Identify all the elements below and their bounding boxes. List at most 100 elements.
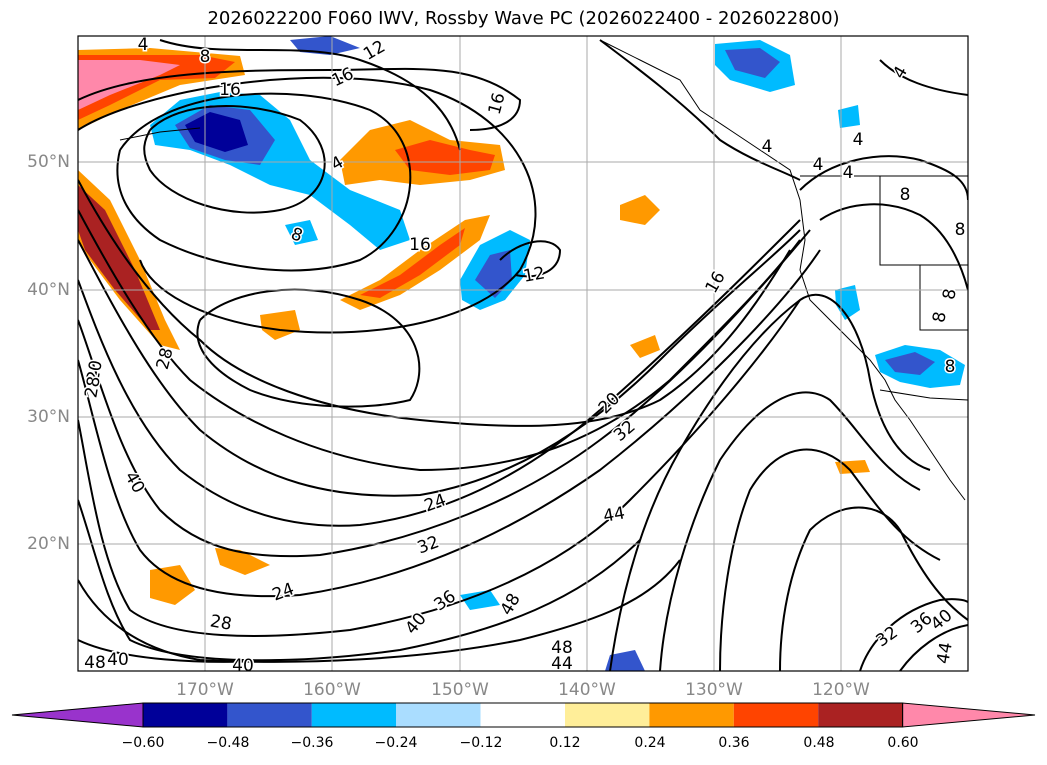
negative-anomaly-region: [838, 105, 860, 128]
colorbar-segment: [396, 703, 481, 727]
lat-label: 50°N: [27, 152, 70, 172]
negative-anomaly-region: [285, 220, 318, 245]
contour-label: 4: [138, 35, 149, 55]
positive-anomaly-region: [215, 548, 270, 575]
contour-line: [599, 39, 801, 181]
colorbar-segment: [733, 703, 819, 727]
contour-line: [899, 624, 968, 671]
colorbar-extend-low: [11, 702, 144, 728]
colorbar-extend-high: [902, 702, 1036, 728]
contour-label: 8: [955, 220, 966, 240]
negative-anomaly-region: [725, 48, 780, 78]
colorbar-tick-label: 0.60: [887, 735, 919, 751]
colorbar-tick-label: 0.12: [549, 735, 581, 751]
contour-line: [659, 391, 921, 671]
positive-anomaly-region: [78, 60, 180, 110]
contour-label: 48: [84, 653, 106, 673]
colorbar-segment: [649, 703, 734, 727]
negative-anomaly-region: [605, 650, 645, 671]
contour-label: 44: [933, 641, 956, 666]
contour-line: [609, 293, 931, 671]
contour-label: 4: [843, 163, 854, 183]
colorbar-segment: [311, 703, 397, 727]
contour-line: [78, 299, 801, 637]
contour-line: [799, 155, 968, 201]
contour-line: [143, 105, 326, 214]
map-title: 2026022200 F060 IWV, Rossby Wave PC (202…: [207, 8, 840, 29]
lon-label: 170°W: [176, 680, 234, 700]
lat-label: 40°N: [27, 280, 70, 300]
colorbar-tick-label: −0.60: [121, 735, 165, 751]
colorbar-segment: [818, 703, 903, 727]
positive-anomaly-region: [78, 185, 160, 330]
contour-label: 40: [107, 650, 129, 670]
contour-label: 16: [409, 235, 431, 255]
contour-line: [78, 229, 801, 497]
colorbar: [11, 702, 1036, 728]
contour-line: [819, 203, 968, 291]
positive-anomaly-region: [260, 310, 300, 340]
contour-line: [859, 598, 968, 671]
contour-label: 8: [900, 185, 911, 205]
contour-line: [78, 229, 811, 558]
contour-line: [78, 179, 791, 427]
contour-label: 16: [219, 80, 241, 100]
contour-label: 8: [929, 310, 951, 324]
map-frame: [77, 35, 969, 672]
contour-line: [779, 506, 968, 671]
lon-label: 120°W: [812, 680, 870, 700]
contour-label: 44: [551, 654, 573, 674]
contour-line: [116, 92, 412, 272]
contour-line: [78, 559, 681, 663]
colorbar-tick-label: −0.24: [374, 735, 418, 751]
contour-label: 40: [232, 656, 254, 676]
contour-label: 4: [762, 137, 773, 157]
contour-label: 4: [853, 130, 864, 150]
contour-line: [78, 67, 522, 131]
lon-label: 140°W: [558, 680, 616, 700]
gridlines: [78, 36, 968, 671]
colorbar-outline: [142, 702, 904, 728]
colorbar-tick-label: −0.36: [290, 735, 334, 751]
positive-anomaly-region: [630, 335, 660, 358]
colorbar-tick-label: −0.12: [459, 735, 503, 751]
contour-line: [78, 639, 281, 663]
positive-anomaly-region: [360, 228, 465, 298]
contour-label: 12: [522, 263, 547, 286]
positive-anomaly-region: [150, 565, 195, 605]
lon-label: 150°W: [431, 680, 489, 700]
colorbar-tick-label: 0.36: [718, 735, 750, 751]
positive-anomaly-region: [620, 195, 660, 225]
colorbar-segment: [565, 703, 650, 727]
negative-anomaly-region: [460, 590, 500, 610]
colorbar-segment: [480, 703, 565, 727]
contour-line: [78, 76, 537, 334]
contour-line: [719, 448, 941, 671]
lat-label: 30°N: [27, 407, 70, 427]
border: [919, 265, 968, 331]
lon-label: 160°W: [303, 680, 361, 700]
colorbar-tick-label: 0.24: [634, 735, 666, 751]
contour-label: 28: [208, 611, 233, 634]
negative-anomaly-region: [885, 352, 935, 375]
contour-label: 28: [81, 375, 104, 400]
colorbar-tick-label: 0.48: [803, 735, 835, 751]
positive-anomaly-region: [395, 140, 495, 175]
border: [879, 389, 968, 401]
contour-line: [159, 39, 461, 151]
contour-label: 8: [945, 357, 956, 377]
contour-label: 8: [200, 47, 211, 67]
contour-line: [879, 59, 968, 96]
colorbar-tick-label: −0.48: [206, 735, 250, 751]
contour-label: 4: [813, 155, 824, 175]
coastline: [119, 127, 201, 141]
border: [879, 176, 968, 266]
contour-line: [78, 219, 801, 527]
contour-label: 8: [939, 287, 961, 301]
contour-line: [78, 249, 821, 598]
negative-anomaly-region: [185, 112, 248, 152]
contour-line: [78, 209, 801, 472]
colorbar-segment: [143, 703, 228, 727]
contour-line: [499, 240, 562, 278]
